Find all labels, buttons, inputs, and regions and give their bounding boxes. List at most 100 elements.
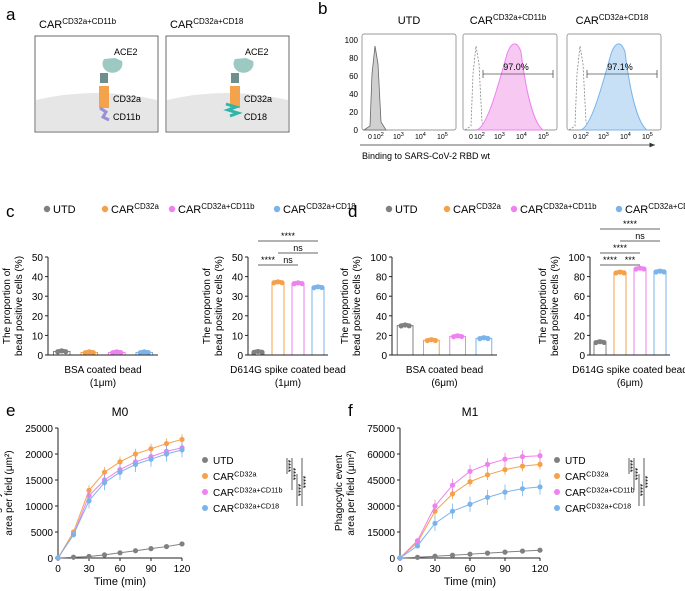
y-tick-label: 20 [232, 312, 244, 323]
legend-label: CARCD32a+CD18 [565, 502, 631, 516]
significance-label: **** [298, 476, 307, 488]
series-point [163, 441, 170, 447]
hist-car-curve [580, 43, 649, 131]
x-label: (1μm) [90, 378, 116, 389]
significance-label: **** [640, 476, 649, 488]
series-point [467, 501, 473, 507]
legend-label: UTD [213, 456, 234, 467]
bar-point [311, 285, 317, 291]
hist-xtick-label: 104 [415, 132, 426, 141]
significance-label: **** [283, 460, 292, 472]
y-tick-label: 75000 [367, 424, 395, 435]
series-point [537, 453, 543, 459]
series-point [179, 541, 185, 547]
legend-label: UTD [53, 204, 76, 216]
legend-label: CARCD32a+CD18 [213, 502, 279, 516]
y-label: Phagocytic event [334, 455, 345, 531]
legend-label: CARCD32a+CD18 [625, 202, 685, 216]
series-point [397, 555, 403, 561]
legend-label: CARCD32a+CD11b [565, 486, 635, 500]
hist-xtick-label: 104 [516, 132, 527, 141]
bar-point [279, 280, 285, 286]
hist-gate-percent: 97.0% [503, 62, 529, 72]
series-point [117, 550, 123, 556]
bar-point [661, 269, 667, 275]
x-label: (6μm) [431, 378, 457, 389]
legend-marker [202, 489, 208, 495]
y-tick-label: 15000 [25, 476, 53, 487]
cd18-icon-right [223, 102, 243, 118]
chart-d-bsa: 0 20 40 60 80 100 BSA coated bead (6μm) The prop… [340, 253, 497, 389]
legend-marker [202, 505, 208, 511]
hist-xtick-label: 105 [437, 132, 448, 141]
legend-marker [168, 205, 176, 213]
y-tick-label: 10 [232, 331, 244, 342]
x-tick-label: 120 [532, 564, 549, 575]
y-tick-label: 60000 [367, 450, 395, 461]
y-label: The proportion of [202, 268, 213, 344]
significance-label: **** [293, 484, 302, 496]
bar-point [90, 350, 96, 356]
cd32a-block-right [230, 86, 240, 108]
hist-xlabel: Binding to SARS-CoV-2 RBD wt [362, 151, 491, 161]
legend-label: CARCD32a+CD18 [283, 202, 356, 216]
significance-label: **** [623, 219, 638, 229]
bar-point [451, 334, 457, 340]
cartoon-box-left [34, 35, 159, 133]
legend-label: CARCD32a+CD11b [520, 202, 597, 216]
legend-marker [615, 205, 623, 213]
panel-a-right-title: CARCD32a+CD18 [170, 17, 244, 31]
series-point [484, 550, 491, 556]
y-label: bead positive cells (%) [550, 256, 561, 356]
series-point [414, 543, 421, 549]
series-point [414, 538, 421, 544]
bar-point [459, 333, 465, 340]
chart-title: M0 [112, 405, 129, 419]
ace2-icon-right [233, 58, 254, 73]
x-label: D614G spike coated bead [572, 365, 685, 376]
y-tick-label: 30 [232, 292, 244, 303]
bar-point [424, 337, 430, 344]
x-label: (1μm) [275, 378, 301, 389]
y-tick-label: 50 [32, 253, 44, 264]
legend-label: UTD [565, 456, 586, 467]
hist-title: CARCD32a+CD18 [576, 13, 649, 27]
significance-label: **** [281, 231, 296, 241]
series-point [148, 446, 154, 452]
legend-label: CARCD32a [111, 202, 159, 216]
bar-point [63, 349, 69, 355]
hist-ytick-label: 80 [349, 54, 358, 63]
cd11b-icon-left [99, 106, 110, 122]
x-tick-label: 60 [464, 564, 476, 575]
hist-xtick-zero: 0 [368, 134, 372, 141]
hist-title: UTD [398, 15, 421, 27]
series-point [502, 549, 508, 555]
y-tick-label: 80 [376, 273, 388, 284]
series-point [449, 508, 456, 514]
series-point [449, 482, 456, 488]
bar-point [601, 339, 607, 346]
x-label: Time (min) [444, 576, 496, 588]
panel-letter-d: d [348, 202, 357, 221]
series-point [117, 469, 123, 475]
series-point [519, 463, 526, 469]
legend-marker [101, 205, 109, 213]
x-label: (6μm) [617, 378, 643, 389]
legend-marker [510, 205, 518, 213]
y-tick-label: 100 [370, 253, 387, 264]
y-tick-label: 0 [389, 554, 395, 565]
stem-left [100, 73, 108, 83]
bar [653, 271, 667, 356]
y-tick-label: 50 [232, 253, 244, 264]
hist-ytick-label: 60 [349, 72, 358, 81]
cd11b-label-left: CD11b [113, 112, 140, 122]
legend-label: CARCD32a [453, 202, 501, 216]
significance-label: **** [288, 468, 297, 480]
hist-xtick-zero: 0 [469, 134, 473, 141]
hist-xtick-label: 102 [578, 132, 589, 141]
bar-point [145, 350, 151, 356]
bar [475, 337, 493, 356]
y-tick-label: 20 [574, 331, 586, 342]
legend-marker [554, 489, 560, 495]
